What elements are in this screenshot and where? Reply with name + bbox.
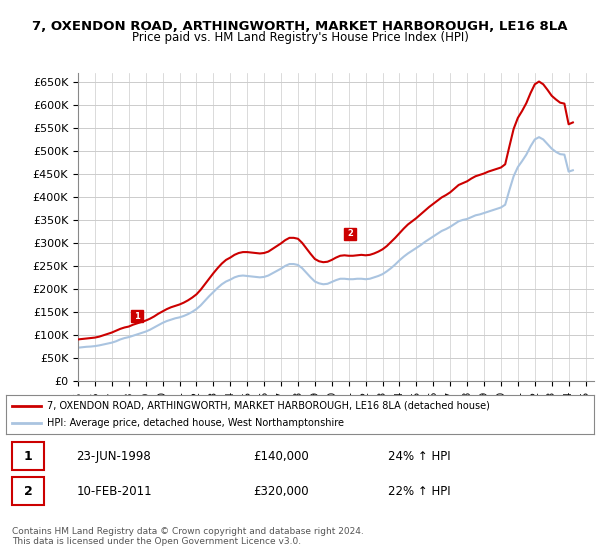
Text: 7, OXENDON ROAD, ARTHINGWORTH, MARKET HARBOROUGH, LE16 8LA (detached house): 7, OXENDON ROAD, ARTHINGWORTH, MARKET HA… [47,401,490,411]
Text: 24% ↑ HPI: 24% ↑ HPI [388,450,451,463]
FancyBboxPatch shape [12,477,44,505]
Text: Price paid vs. HM Land Registry's House Price Index (HPI): Price paid vs. HM Land Registry's House … [131,31,469,44]
Text: 2: 2 [347,229,353,238]
Text: 2: 2 [23,485,32,498]
Text: 1: 1 [134,312,140,321]
Text: 1: 1 [23,450,32,463]
Text: 22% ↑ HPI: 22% ↑ HPI [388,485,451,498]
FancyBboxPatch shape [12,442,44,469]
Text: 10-FEB-2011: 10-FEB-2011 [77,485,152,498]
Text: £140,000: £140,000 [253,450,309,463]
Text: 23-JUN-1998: 23-JUN-1998 [77,450,151,463]
Text: 7, OXENDON ROAD, ARTHINGWORTH, MARKET HARBOROUGH, LE16 8LA: 7, OXENDON ROAD, ARTHINGWORTH, MARKET HA… [32,20,568,32]
Text: Contains HM Land Registry data © Crown copyright and database right 2024.
This d: Contains HM Land Registry data © Crown c… [12,526,364,546]
Text: HPI: Average price, detached house, West Northamptonshire: HPI: Average price, detached house, West… [47,418,344,428]
Text: £320,000: £320,000 [253,485,308,498]
